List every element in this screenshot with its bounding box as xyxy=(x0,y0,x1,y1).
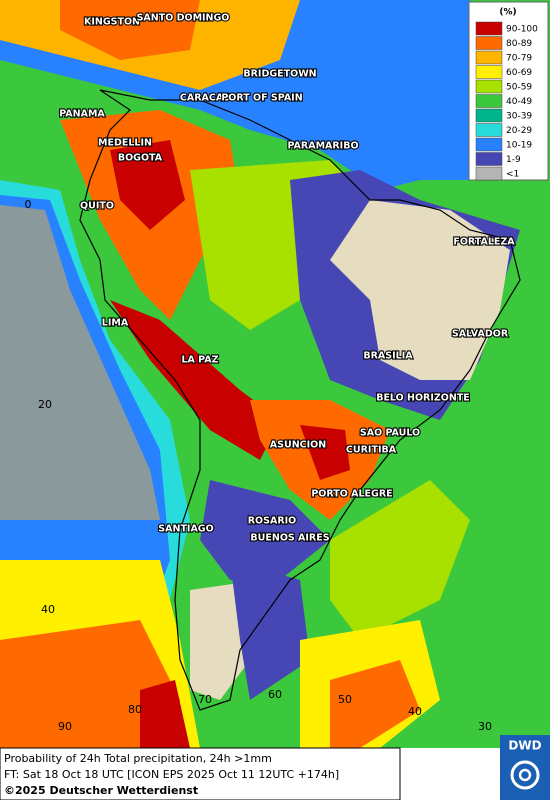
city-label: LIMA xyxy=(102,318,129,329)
city-label: CURITIBA xyxy=(346,445,397,456)
city-label: PORTO ALEGRE xyxy=(311,489,392,500)
andes-north-max xyxy=(110,140,185,230)
city-label: KINGSTON xyxy=(84,17,140,28)
city-label: SALVADOR xyxy=(452,329,509,340)
legend-label: <1 xyxy=(506,170,519,180)
grid-label: 60 xyxy=(268,688,282,701)
legend-swatch xyxy=(475,108,503,123)
south-pacific-heavy xyxy=(0,620,180,748)
city-label: ROSARIO xyxy=(248,516,297,527)
city-label: SAO PAULO xyxy=(360,428,420,439)
logo-text: DWD xyxy=(508,739,541,753)
footer-box xyxy=(0,747,401,801)
footer-line: Probability of 24h Total precipitation, … xyxy=(4,752,272,765)
city-label: CARACAS xyxy=(180,93,230,104)
legend-label: 20-29 xyxy=(506,126,532,136)
legend-label: 30-39 xyxy=(506,112,532,122)
south-atlantic-heavy xyxy=(330,660,420,748)
city-label: QUITO xyxy=(80,201,114,212)
legend-title: (%) xyxy=(499,8,516,18)
city-label: MEDELLIN xyxy=(98,138,152,149)
atlantic-rain xyxy=(330,480,470,640)
pampas-dry xyxy=(200,480,330,580)
city-label: SANTO DOMINGO xyxy=(137,13,230,24)
footer-line: FT: Sat 18 Oct 18 UTC [ICON EPS 2025 Oct… xyxy=(4,768,339,781)
legend-label: 70-79 xyxy=(506,54,532,64)
legend-swatch xyxy=(475,123,503,137)
logo-icon xyxy=(510,760,540,790)
city-label: PORT OF SPAIN xyxy=(221,93,302,104)
legend-swatch xyxy=(475,79,503,94)
city-label: ASUNCION xyxy=(270,440,326,451)
south-pacific-max xyxy=(140,680,190,748)
grid-label: 40 xyxy=(408,705,422,718)
grid-labels: 0 20 40 90 80 70 60 50 40 30 xyxy=(25,198,493,733)
legend-label: 1-9 xyxy=(506,155,521,165)
city-label: BRIDGETOWN xyxy=(243,69,316,80)
grid-label: 40 xyxy=(41,603,55,616)
grid-label: 50 xyxy=(338,693,352,706)
city-label: BOGOTA xyxy=(118,153,163,164)
legend-label: 50-59 xyxy=(506,83,532,93)
legend-label: 80-89 xyxy=(506,39,532,49)
city-label: BELO HORIZONTE xyxy=(376,393,470,404)
city-label: BUENOS AIRES xyxy=(250,533,329,544)
grid-label: 90 xyxy=(58,720,72,733)
copyright: ©2025 Deutscher Wetterdienst xyxy=(4,784,198,797)
legend-swatch xyxy=(475,152,503,166)
grid-label: 70 xyxy=(198,693,212,706)
legend-swatch xyxy=(475,65,503,79)
city-label: LA PAZ xyxy=(181,355,218,366)
city-label: PANAMA xyxy=(59,109,105,120)
parana-max xyxy=(300,425,350,480)
city-label: PARAMARIBO xyxy=(287,141,358,152)
legend-swatch xyxy=(475,36,503,50)
city-label: BRASILIA xyxy=(363,351,413,362)
grid-label: 0 xyxy=(25,198,32,211)
legend-label: 10-19 xyxy=(506,141,532,151)
grid-label: 80 xyxy=(128,703,142,716)
logo-icon xyxy=(518,768,532,782)
legend-label: 90-100 xyxy=(506,25,538,35)
legend-label: 60-69 xyxy=(506,68,532,78)
andes-central xyxy=(110,300,280,460)
legend-swatch xyxy=(475,21,503,36)
legend-swatch xyxy=(475,137,503,152)
legend-swatch xyxy=(475,94,503,108)
legend: (%) 90-100 80-89 70-79 60-69 50-59 40-49 30-39… xyxy=(468,1,549,181)
legend-swatch xyxy=(475,166,503,181)
grid-label: 30 xyxy=(478,720,492,733)
grid-label: 20 xyxy=(38,398,52,411)
patagonia-ocean xyxy=(230,560,310,700)
city-label: FORTALEZA xyxy=(453,237,515,248)
caribbean-heavy xyxy=(60,0,200,60)
brazil-arid xyxy=(330,200,510,380)
legend-swatch xyxy=(475,50,503,65)
legend-label: 40-49 xyxy=(506,97,532,107)
pacific-dry xyxy=(0,205,160,520)
coastline xyxy=(79,89,521,711)
city-label: SANTIAGO xyxy=(158,524,213,535)
